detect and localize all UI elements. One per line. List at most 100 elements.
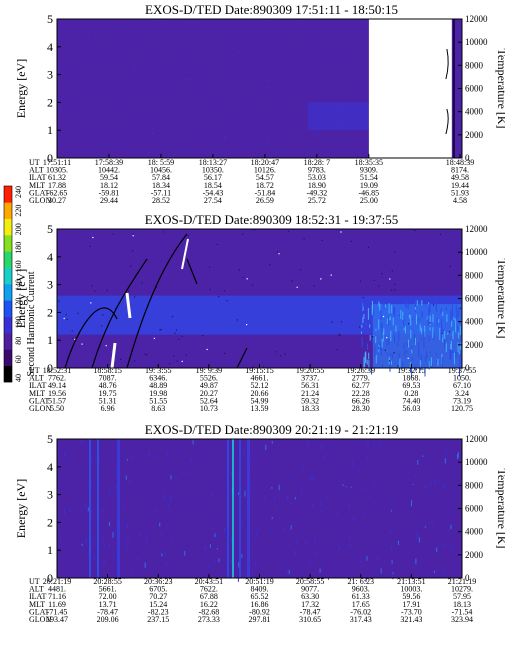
ephemeris-value: 63.30 <box>301 592 319 601</box>
ephemeris-row-label: ALT <box>29 585 44 594</box>
y-tick-label: 0 <box>47 361 53 375</box>
ephemeris-value: 10305. <box>46 166 68 175</box>
y2-tick-label: 10000 <box>465 37 488 47</box>
ephemeris-value: 67.88 <box>200 592 218 601</box>
ephemeris-value: 49.14 <box>48 381 66 390</box>
heatmap-texture <box>58 439 461 582</box>
saturated-streak <box>181 238 189 270</box>
colorbar-segment <box>4 186 12 203</box>
emission-stripe <box>227 439 229 578</box>
data-gap <box>368 19 452 158</box>
ephemeris-value: 18.54 <box>204 181 222 190</box>
ephemeris-value: 5661. <box>99 585 117 594</box>
ephemeris-value: 19:15:15 <box>245 366 273 375</box>
colorbar-tick-label: 120 <box>14 298 23 310</box>
ephemeris-value: 18:20:47 <box>251 158 279 167</box>
ephemeris-value: 18:52:31 <box>43 366 71 375</box>
ephemeris-value: 30.27 <box>48 196 66 205</box>
plot-title: EXOS-D/TED Date:890309 17:51:11 - 18:50:… <box>145 2 398 17</box>
y2-tick-label: 10000 <box>465 247 488 257</box>
ephemeris-value: 71.16 <box>48 592 66 601</box>
ephemeris-value: 13.71 <box>99 600 117 609</box>
ephemeris-value: 6346. <box>149 374 167 383</box>
ephemeris-value: 17.65 <box>352 600 370 609</box>
ephemeris-value: 73.19 <box>453 396 471 405</box>
y-tick-label: 0 <box>47 571 53 585</box>
ephemeris-value: 19.09 <box>360 181 378 190</box>
trace-line <box>445 108 449 135</box>
ephemeris-value: 17.32 <box>301 600 319 609</box>
ephemeris-value: 48.76 <box>99 381 117 390</box>
ephemeris-value: 9783. <box>308 166 326 175</box>
emission-stripe <box>232 439 234 578</box>
ephemeris-value: 72.00 <box>99 592 117 601</box>
colorbar-tick-label: 60 <box>14 355 23 363</box>
y2-tick-label: 6000 <box>465 504 484 514</box>
ephemeris-value: 8.63 <box>151 404 165 413</box>
ephemeris-value: 18: 5:59 <box>148 158 174 167</box>
ephemeris-value: 29.44 <box>100 196 118 205</box>
y-tick-label: 4 <box>47 250 53 264</box>
ephemeris-value: 17.88 <box>48 181 66 190</box>
heatmap-tail <box>451 19 462 158</box>
emission-stripe <box>97 439 99 578</box>
ephemeris-value: 237.15 <box>147 615 169 624</box>
y2-tick-label: 4000 <box>465 317 484 327</box>
colorbar-segment <box>4 251 12 268</box>
ephemeris-value: 53.03 <box>308 173 326 182</box>
ephemeris-value: 193.47 <box>46 615 68 624</box>
y-tick-label: 5 <box>47 12 53 26</box>
ephemeris-value: 3737. <box>301 374 319 383</box>
ephemeris-value: 56.17 <box>204 173 222 182</box>
ephemeris-value: 57.84 <box>152 173 170 182</box>
ephemeris-value: 6.96 <box>101 404 115 413</box>
ephemeris-value: 19:20:55 <box>296 366 324 375</box>
ephemeris-value: 1050. <box>453 374 471 383</box>
ephemeris-value: 59.32 <box>301 396 319 405</box>
ephemeris-value: 6705. <box>149 585 167 594</box>
ephemeris-row-label: GLAT <box>29 188 50 197</box>
ephemeris-value: 7762. <box>48 374 66 383</box>
y2-tick-label: 0 <box>465 153 470 163</box>
ephemeris-value: 26.59 <box>256 196 274 205</box>
heatmap-background <box>57 439 462 578</box>
ephemeris-value: 1868. <box>402 374 420 383</box>
y2-tick-label: 8000 <box>465 60 484 70</box>
ephemeris-value: 10350. <box>202 166 224 175</box>
colorbar-segment <box>4 284 12 301</box>
ephemeris-value: 15.24 <box>149 600 167 609</box>
ephemeris-row-label: GLON <box>29 196 51 205</box>
colorbar-segment <box>4 218 12 236</box>
ephemeris-value: 297.81 <box>249 615 271 624</box>
ephemeris-row-label: GLAT <box>29 607 50 616</box>
ephemeris-value: 10003. <box>400 585 422 594</box>
trace-line <box>126 233 188 369</box>
colorbar-segment <box>4 202 12 219</box>
colorbar-tick-label: 240 <box>14 186 23 198</box>
emission-stripe <box>89 439 91 578</box>
y2-tick-label: 10000 <box>465 457 488 467</box>
ephemeris-value: 317.43 <box>350 615 372 624</box>
ephemeris-value: 66.26 <box>352 396 370 405</box>
ephemeris-value: 10126. <box>254 166 276 175</box>
y2-tick-label: 6000 <box>465 84 484 94</box>
ephemeris-value: 20:36:23 <box>144 577 172 586</box>
y-tick-label: 5 <box>47 222 53 236</box>
ephemeris-value: -51.84 <box>255 188 276 197</box>
ephemeris-value: 74.40 <box>402 396 420 405</box>
ephemeris-value: -71.45 <box>47 607 68 616</box>
ephemeris-value: 18:35:35 <box>355 158 383 167</box>
ephemeris-value: 8174. <box>451 166 469 175</box>
y-axis-label: Energy [eV] <box>14 479 28 538</box>
ephemeris-value: 61.33 <box>352 592 370 601</box>
y-tick-label: 4 <box>47 460 53 474</box>
ephemeris-value: 28.52 <box>152 196 170 205</box>
colorbar-segment <box>4 235 12 252</box>
ephemeris-value: 49.58 <box>451 173 469 182</box>
colorbar-frame <box>3 185 13 383</box>
ephemeris-value: -46.85 <box>359 188 380 197</box>
ephemeris-row-label: MLT <box>29 181 45 190</box>
ephemeris-value: -71.54 <box>452 607 473 616</box>
ephemeris-row-label: MLT <box>29 389 45 398</box>
ephemeris-value: 52.12 <box>251 381 269 390</box>
